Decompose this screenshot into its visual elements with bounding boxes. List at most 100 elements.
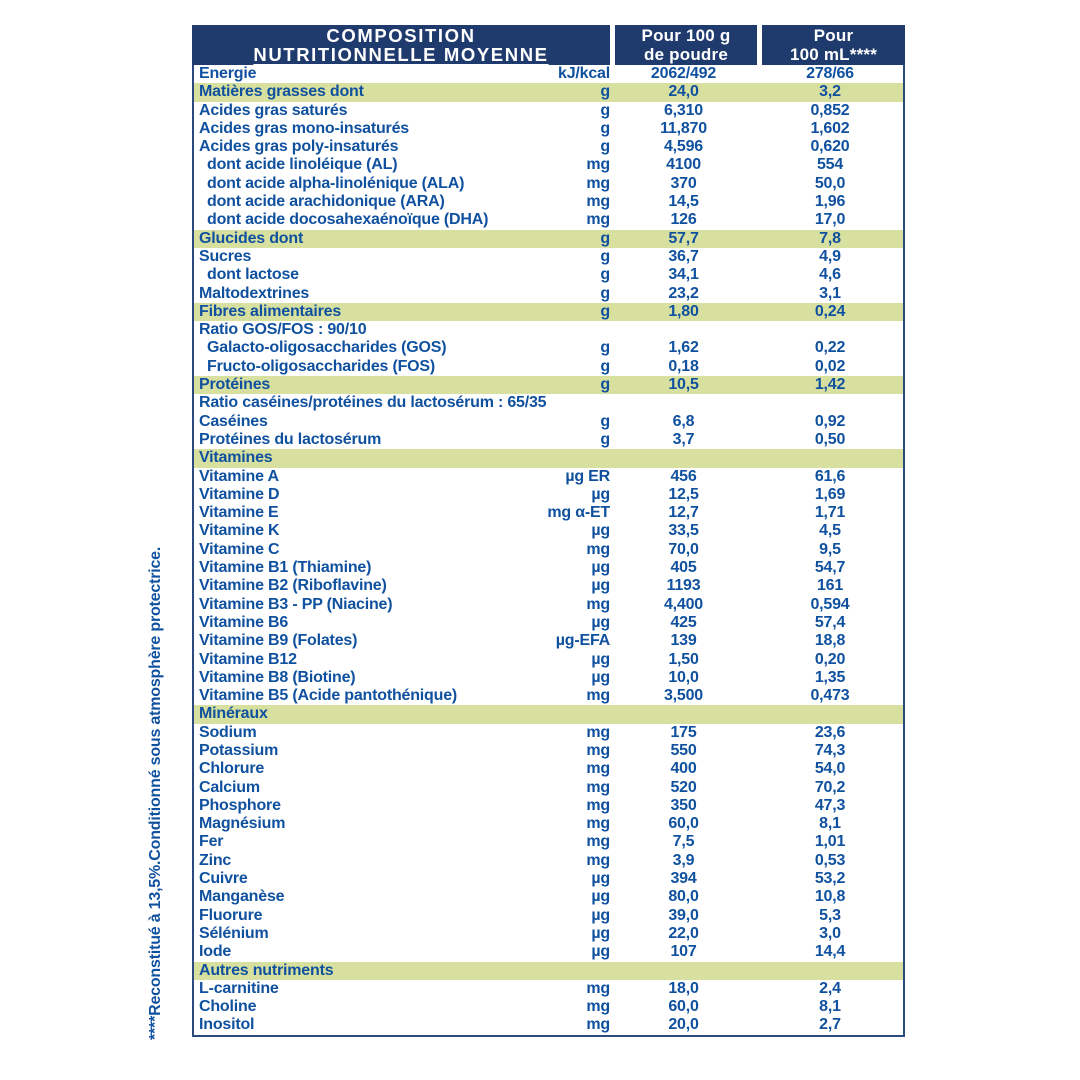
row-label: Chlorure (199, 760, 265, 778)
table-row: Vitamine B12 µg 1,50 0,20 (194, 651, 903, 669)
row-label: dont acide alpha-linolénique (ALA) (207, 174, 465, 192)
row-value-per-100g: 2062/492 (650, 65, 717, 82)
row-unit: mg (586, 741, 610, 759)
table-row: Vitamine B6 µg 425 57,4 (194, 614, 903, 632)
row-value-per-100ml: 10,8 (814, 888, 846, 906)
row-value-per-100g: 70,0 (668, 540, 699, 558)
row-value-per-100ml: 50,0 (814, 174, 846, 192)
row-unit: µg (591, 650, 610, 668)
row-label: Vitamine E (199, 504, 279, 522)
row-unit: µg (591, 522, 610, 540)
row-label: Sodium (199, 723, 257, 741)
table-row: Glucides dont g 57,7 7,8 (194, 229, 903, 248)
table-row: Vitamine B9 (Folates) µg-EFA 139 18,8 (194, 632, 903, 650)
row-value-per-100g: 57,7 (668, 229, 699, 247)
row-value-per-100g: 1,62 (668, 339, 699, 357)
row-value-per-100ml: 54,7 (814, 559, 846, 577)
row-value-per-100g: 107 (670, 943, 697, 961)
row-value-per-100g: 6,8 (672, 412, 695, 430)
header-composition-line1: COMPOSITION (326, 25, 476, 46)
row-value-per-100ml: 9,5 (819, 540, 841, 558)
row-label: Sucres (199, 247, 252, 265)
row-value-per-100g: 1,80 (668, 302, 699, 320)
row-value-per-100g: 139 (670, 632, 697, 650)
row-label: Maltodextrines (199, 284, 310, 302)
row-value-per-100ml: 61,6 (814, 467, 846, 485)
table-row: dont lactose g 34,1 4,6 (194, 266, 903, 284)
row-label: L-carnitine (199, 979, 279, 997)
table-row: dont acide alpha-linolénique (ALA) mg 370 5… (194, 175, 903, 193)
row-unit: µg (591, 613, 610, 631)
row-value-per-100ml: 0,24 (814, 302, 846, 320)
nutrition-table: COMPOSITION NUTRITIONNELLE MOYENNE Pour … (192, 25, 905, 1037)
row-label: Potassium (199, 741, 279, 759)
row-value-per-100ml: 3,2 (819, 83, 841, 101)
row-value-per-100ml: 4,5 (819, 522, 841, 540)
table-row: Vitamine B5 (Acide pantothénique) mg 3,500… (194, 687, 903, 705)
row-label: Inositol (199, 1016, 255, 1034)
table-row: Sucres g 36,7 4,9 (194, 248, 903, 266)
row-label: Ratio GOS/FOS : 90/10 (199, 321, 367, 339)
row-label: Acides gras saturés (199, 101, 348, 119)
row-label: Vitamine B2 (Riboflavine) (199, 577, 387, 595)
row-label: Vitamine C (199, 540, 280, 558)
row-value-per-100g: 10,0 (668, 668, 699, 686)
table-row: L-carnitine mg 18,0 2,4 (194, 980, 903, 998)
row-value-per-100g: 1,50 (668, 650, 699, 668)
row-label: Choline (199, 998, 257, 1016)
row-label: Calcium (199, 778, 260, 796)
row-unit: mg α-ET (547, 504, 610, 522)
row-value-per-100g: 4100 (666, 156, 701, 174)
table-row: Manganèse µg 80,0 10,8 (194, 888, 903, 906)
row-unit: mg (586, 174, 610, 192)
row-label: Caséines (199, 412, 268, 430)
row-value-per-100g: 4,400 (663, 595, 704, 613)
table-row: Acides gras saturés g 6,310 0,852 (194, 102, 903, 120)
row-value-per-100g: 24,0 (668, 83, 699, 101)
row-value-per-100g: 3,9 (672, 851, 695, 869)
row-label: Galacto-oligosaccharides (GOS) (207, 339, 447, 357)
row-value-per-100ml: 0,852 (810, 101, 850, 119)
row-value-per-100ml: 161 (816, 577, 844, 595)
table-row: Vitamine B1 (Thiamine) µg 405 54,7 (194, 559, 903, 577)
row-unit: mg (586, 851, 610, 869)
row-value-per-100g: 36,7 (668, 247, 699, 265)
row-label: Manganèse (199, 888, 285, 906)
row-unit: mg (586, 760, 610, 778)
row-value-per-100ml: 23,6 (814, 723, 846, 741)
row-unit: mg (586, 815, 610, 833)
row-unit: µg (591, 668, 610, 686)
header-col-per-100g: Pour 100 g de poudre (615, 25, 757, 65)
header-100g-line2: de poudre (644, 45, 728, 64)
row-value-per-100g: 1193 (666, 577, 701, 595)
table-row: Phosphore mg 350 47,3 (194, 797, 903, 815)
row-unit: g (600, 376, 610, 394)
row-value-per-100ml: 1,35 (814, 668, 846, 686)
row-value-per-100g: 3,500 (663, 687, 704, 705)
row-unit: mg (586, 540, 610, 558)
row-label: Minéraux (199, 705, 268, 723)
table-row: Vitamine B2 (Riboflavine) µg 1193 161 (194, 577, 903, 595)
row-unit: mg (586, 778, 610, 796)
row-unit: µg (591, 870, 610, 888)
table-row: Iode µg 107 14,4 (194, 943, 903, 961)
row-unit: mg (586, 595, 610, 613)
table-row: Caséines g 6,8 0,92 (194, 413, 903, 431)
row-value-per-100g: 60,0 (668, 815, 699, 833)
table-row: Acides gras mono-insaturés g 11,870 1,602 (194, 120, 903, 138)
row-value-per-100ml: 554 (816, 156, 844, 174)
row-value-per-100ml: 70,2 (814, 778, 846, 796)
row-label: dont lactose (207, 266, 299, 284)
row-label: dont acide docosahexaénoïque (DHA) (207, 211, 489, 229)
row-value-per-100ml: 0,22 (814, 339, 846, 357)
row-label: Iode (199, 943, 232, 961)
row-label: Fructo-oligosaccharides (FOS) (207, 357, 436, 375)
row-unit: g (600, 339, 610, 357)
row-unit: µg (591, 559, 610, 577)
row-value-per-100ml: 1,01 (814, 833, 846, 851)
table-row: Potassium mg 550 74,3 (194, 742, 903, 760)
row-label: Vitamine K (199, 522, 280, 540)
row-label: Cuivre (199, 870, 248, 888)
table-row: Protéines g 10,5 1,42 (194, 376, 903, 395)
header-col-per-100ml: Pour 100 mL**** (762, 25, 905, 65)
